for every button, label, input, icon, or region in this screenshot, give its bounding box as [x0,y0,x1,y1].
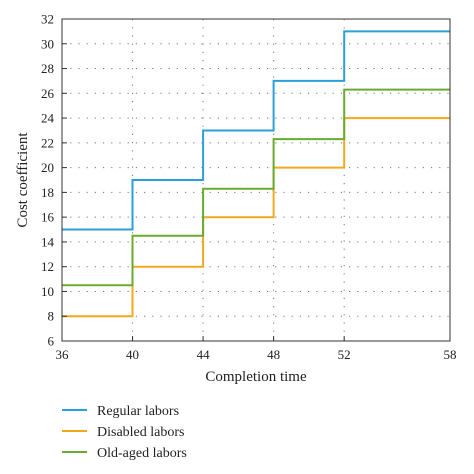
y-tick-label: 22 [41,135,54,150]
y-tick-label: 18 [41,185,54,200]
grid-lines [62,19,450,341]
x-tick-label: 44 [197,347,211,362]
series-line-1 [62,30,450,231]
y-tick-label: 24 [41,111,55,126]
y-tick-label: 16 [41,210,55,225]
legend-label: Regular labors [97,404,179,419]
tick-marks [61,18,451,342]
x-axis-title: Completion time [205,369,307,385]
y-tick-label: 14 [41,234,55,249]
y-tick-label: 26 [41,86,55,101]
x-tick-label: 36 [56,347,70,362]
x-tick-label: 58 [444,347,457,362]
legend: Regular labors Disabled labors Old-aged la… [62,404,187,461]
y-tick-labels: 6 8 10 12 14 16 18 20 22 24 26 28 30 32 [41,12,55,349]
x-tick-label: 48 [267,347,280,362]
x-tick-labels: 36 40 44 48 52 58 [56,347,457,362]
legend-label: Old-aged labors [97,446,187,461]
plot-frame [61,18,451,342]
y-tick-label: 32 [41,12,54,27]
y-tick-label: 28 [41,61,54,76]
x-tick-label: 40 [126,347,139,362]
y-tick-label: 12 [41,259,54,274]
series-lines [62,30,450,318]
y-tick-label: 20 [41,160,54,175]
legend-label: Disabled labors [97,425,184,440]
y-tick-label: 10 [41,284,54,299]
y-tick-label: 8 [48,309,55,324]
y-tick-label: 30 [41,36,54,51]
x-tick-label: 52 [338,347,351,362]
y-axis-title: Cost coefficient [15,132,31,228]
series-line-2 [62,117,450,318]
y-tick-label: 6 [48,334,55,349]
series-line-3 [62,88,450,287]
